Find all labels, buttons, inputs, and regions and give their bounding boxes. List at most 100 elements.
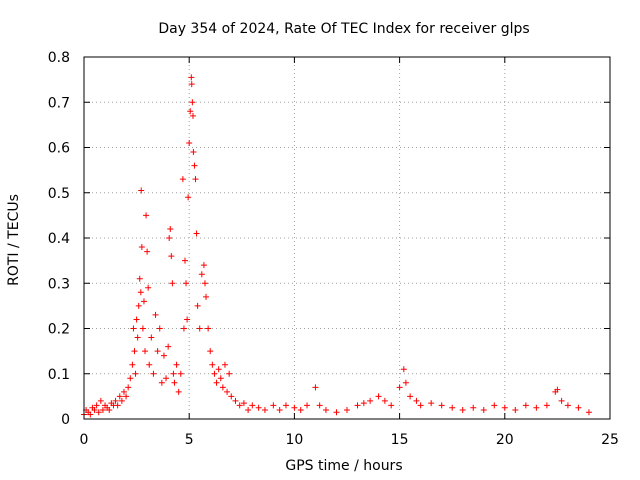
data-point [402,379,409,386]
data-point [130,325,137,332]
data-point [186,139,193,146]
data-point [232,397,239,404]
data-point [168,253,175,260]
data-point [116,393,123,400]
data-point [133,316,140,323]
data-point [123,393,130,400]
data-points [81,74,592,418]
data-point [138,244,145,251]
data-point [136,275,143,282]
data-point [135,302,142,309]
chart-title: Day 354 of 2024, Rate Of TEC Index for r… [158,21,529,37]
grid [84,57,610,419]
data-point [188,74,195,81]
data-point [245,406,252,413]
data-point [316,402,323,409]
data-point [188,81,195,88]
data-point [93,402,100,409]
data-point [175,388,182,395]
data-point [501,404,508,411]
data-point [129,361,136,368]
data-point [209,361,216,368]
x-tick-label: 20 [496,432,514,448]
data-point [575,404,582,411]
data-point [189,112,196,119]
data-point [146,361,153,368]
data-point [564,402,571,409]
data-point [554,386,561,393]
data-point [114,402,121,409]
data-point [200,262,207,269]
data-point [219,384,226,391]
data-point [189,99,196,106]
y-tick-label: 0.7 [48,95,70,111]
data-point [224,388,231,395]
data-point [179,176,186,183]
data-point [145,284,152,291]
y-tick-label: 0.2 [48,322,70,338]
data-point [138,187,145,194]
data-point [160,352,167,359]
data-point [166,235,173,241]
data-point [97,397,104,404]
data-point [226,370,233,377]
data-point [87,411,94,418]
data-point [170,370,177,377]
data-point [106,406,113,413]
data-point [150,370,157,377]
data-point [400,366,407,373]
data-point [165,343,172,350]
y-tick-label: 0.6 [48,141,70,157]
data-point [240,400,247,407]
data-point [156,325,163,332]
data-point [131,348,138,355]
data-point [270,402,277,409]
y-tick-labels: 0 0.1 0.2 0.3 0.4 0.5 0.6 0.7 0.8 [48,50,70,428]
data-point [118,397,125,404]
x-tick-label: 0 [80,432,89,448]
y-tick-label: 0.1 [48,367,70,383]
data-point [125,384,132,391]
y-tick-label: 0.4 [48,231,70,247]
y-tick-label: 0.8 [48,50,70,66]
axis-ticks [83,56,611,420]
data-point [205,325,212,332]
data-point [375,393,382,400]
data-point [459,406,466,413]
plot-area-border [83,56,611,420]
data-point [543,402,550,409]
data-point [184,316,191,323]
data-point [304,402,311,409]
data-point [167,225,174,232]
data-point [261,406,268,413]
data-point [344,406,350,413]
data-point [217,375,224,382]
data-point [152,311,159,318]
data-point [177,370,184,377]
data-point [276,406,283,413]
data-point [137,289,144,296]
data-point [522,402,529,409]
data-point [132,370,139,377]
data-point [211,370,218,377]
data-point [173,361,180,368]
data-point [333,409,340,416]
data-point [413,397,420,404]
data-point [533,404,540,411]
data-point [396,384,403,391]
y-tick-label: 0 [61,412,70,428]
data-point [142,348,149,355]
data-point [360,400,367,407]
data-point [470,404,477,411]
data-point [134,334,141,341]
x-tick-labels: 0 5 10 15 20 25 [80,432,619,448]
data-point [120,388,127,395]
data-point [144,248,151,255]
x-axis-label: GPS time / hours [285,458,402,474]
data-point [322,406,329,413]
data-point [255,404,262,411]
data-point [558,397,565,404]
data-point [190,149,197,156]
data-point [180,325,187,332]
